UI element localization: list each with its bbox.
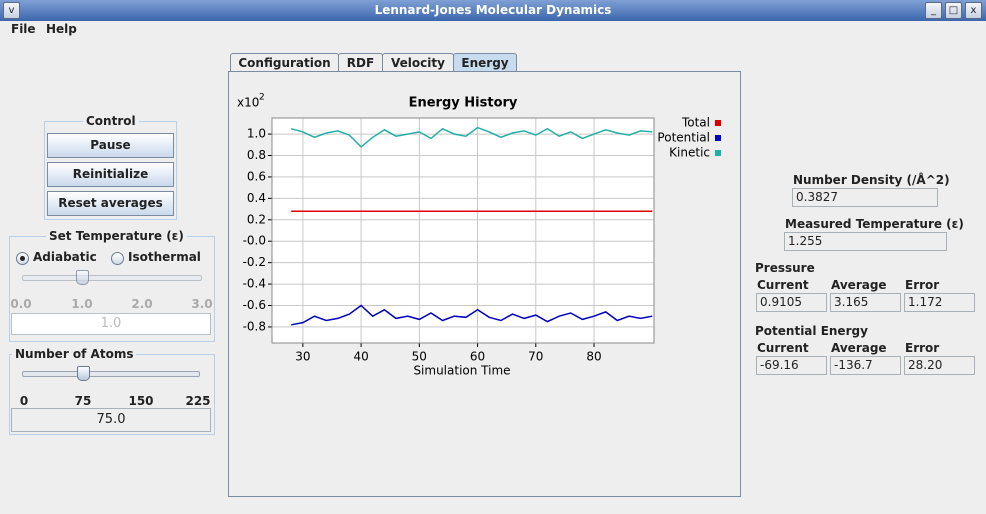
group-title: Set Temperature (ε) <box>46 229 187 243</box>
radio-label[interactable]: Isothermal <box>128 250 201 264</box>
radio-button[interactable] <box>16 252 29 265</box>
legend-label: Total <box>681 116 710 130</box>
slider-tick-label: 150 <box>128 394 154 408</box>
section-title: Potential Energy <box>755 324 868 338</box>
y-tick-label: -0.8 <box>243 319 266 333</box>
slider-tick-label: 0 <box>19 394 29 408</box>
group-title: Control <box>83 114 139 128</box>
slider-tick-label: 3.0 <box>191 297 213 311</box>
slider-thumb[interactable] <box>76 270 89 285</box>
tab[interactable]: Velocity <box>382 53 454 72</box>
text-field: 0.9105 <box>756 293 827 312</box>
column-header: Error <box>905 278 940 292</box>
slider-track <box>22 275 202 281</box>
chart-title: Energy History <box>409 96 518 111</box>
y-multiplier: x10 <box>237 96 259 110</box>
y-tick-label: -0.2 <box>243 255 266 269</box>
button[interactable]: Reset averages <box>47 191 174 216</box>
minimize-button[interactable]: _ <box>925 2 942 19</box>
tab[interactable]: RDF <box>338 53 383 72</box>
button[interactable]: Reinitialize <box>47 162 174 187</box>
label: Number Density (/Å^2) <box>793 173 950 187</box>
label: Measured Temperature (ε) <box>785 217 964 231</box>
x-tick-label: 60 <box>470 350 485 364</box>
x-tick-label: 50 <box>412 350 427 364</box>
series-line <box>291 126 653 148</box>
y-tick-label: 1.0 <box>247 127 266 141</box>
x-tick-label: 30 <box>295 350 310 364</box>
close-button[interactable]: x <box>965 2 982 19</box>
radio-button[interactable] <box>111 252 124 265</box>
y-tick-label: 0.4 <box>247 191 266 205</box>
title-bar <box>0 0 986 21</box>
maximize-button[interactable]: □ <box>945 2 962 19</box>
legend-label: Potential <box>657 131 710 145</box>
slider-thumb[interactable] <box>77 366 90 381</box>
tab-panel: x10 2 Energy History Simulation Time 1.0… <box>228 71 741 497</box>
temperature-group: Set Temperature (ε) Adiabatic Isothermal… <box>9 229 215 342</box>
menu-item[interactable]: File <box>11 22 36 36</box>
plot-border <box>271 117 655 344</box>
legend-swatch <box>715 120 721 126</box>
x-tick-label: 40 <box>353 350 368 364</box>
slider-tick-label: 75 <box>74 394 92 408</box>
y-tick-label: 0.2 <box>247 212 266 226</box>
chart: x10 2 Energy History Simulation Time 1.0… <box>237 93 721 378</box>
text-field: -136.7 <box>830 356 901 375</box>
text-field: 1.0 <box>11 313 211 335</box>
text-field: 1.255 <box>784 232 947 251</box>
radio-label[interactable]: Adiabatic <box>33 250 97 264</box>
slider-tick-label: 0.0 <box>10 297 32 311</box>
slider-tick-label: 1.0 <box>71 297 93 311</box>
text-field: -69.16 <box>756 356 827 375</box>
column-header: Average <box>831 278 887 292</box>
y-tick-label: 0.6 <box>247 169 266 183</box>
slider-tick-label: 225 <box>185 394 211 408</box>
tab[interactable]: Energy <box>453 53 517 72</box>
window-title: Lennard-Jones Molecular Dynamics <box>374 3 612 17</box>
plot-area <box>272 118 654 343</box>
window-menu-button[interactable]: v <box>3 2 20 19</box>
control-group: Control Pause Reinitialize Reset average… <box>44 114 177 220</box>
y-tick-label: 0.8 <box>247 148 266 162</box>
series-line <box>291 304 653 326</box>
y-tick-label: -0.0 <box>243 234 266 248</box>
button[interactable]: Pause <box>47 133 174 158</box>
text-field: 75.0 <box>11 408 211 432</box>
y-tick-label: -0.6 <box>243 298 266 312</box>
column-header: Current <box>757 341 809 355</box>
legend-swatch <box>715 150 721 156</box>
text-field: 0.3827 <box>792 188 938 207</box>
section-title: Pressure <box>755 261 815 275</box>
y-tick-label: -0.4 <box>243 277 266 291</box>
x-axis-label: Simulation Time <box>413 364 510 378</box>
atoms-group: Number of Atoms 0 75 150 225 75.0 <box>9 347 215 435</box>
menu-item[interactable]: Help <box>46 22 77 36</box>
legend-label: Kinetic <box>669 146 710 160</box>
group-title: Number of Atoms <box>12 347 137 361</box>
legend-swatch <box>715 135 721 141</box>
text-field: 1.172 <box>904 293 975 312</box>
tab[interactable]: Configuration <box>230 53 339 72</box>
x-tick-label: 80 <box>586 350 601 364</box>
x-tick-label: 70 <box>528 350 543 364</box>
column-header: Current <box>757 278 809 292</box>
y-multiplier-exponent: 2 <box>259 93 265 103</box>
slider-tick-label: 2.0 <box>131 297 153 311</box>
radio-dot <box>20 256 25 261</box>
slider-track <box>22 371 200 377</box>
text-field: 28.20 <box>904 356 975 375</box>
text-field: 3.165 <box>830 293 901 312</box>
column-header: Average <box>831 341 887 355</box>
column-header: Error <box>905 341 940 355</box>
